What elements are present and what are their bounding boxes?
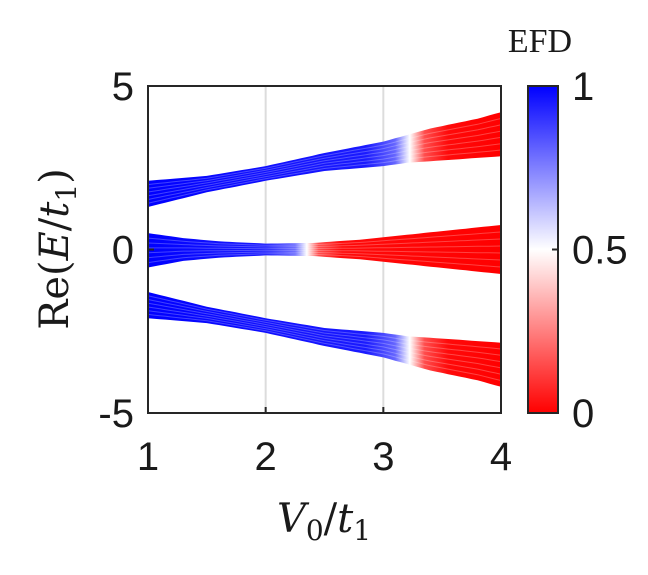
data-bands [148,112,501,387]
colorbar-tick-label-0: 1 [572,65,594,109]
band-lower-streak-4 [148,302,501,363]
x-tick-label-1: 2 [255,435,277,479]
colorbar-tick-labels: 10.50 [572,65,628,436]
x-tick-label-2: 3 [372,435,394,479]
colorbar-tick-label-1: 0.5 [572,229,628,273]
band-lower-streak-1 [148,313,501,381]
band-middle-streak-4 [148,245,501,250]
colorbar-title: EFD [508,23,572,60]
band-lower [148,292,501,387]
x-tick-label-3: 4 [490,435,512,479]
band-lower-streak-5 [148,299,501,356]
y-tick-label-1: 0 [112,229,134,273]
band-middle-streak-3 [148,249,501,254]
band-upper-streak-6 [148,118,501,186]
band-middle-streak-2 [148,251,501,261]
band-middle-streak-1 [148,253,501,268]
band-upper-streak-2 [148,143,501,200]
band-middle [148,225,501,274]
band-middle-streak-5 [148,238,501,248]
band-lower-streak-3 [148,306,501,369]
band-middle-streak-6 [148,231,501,246]
band-lower-streak-6 [148,295,501,350]
x-tick-label-0: 1 [137,435,159,479]
band-upper-streak-4 [148,130,501,193]
band-upper-streak-3 [148,136,501,197]
colorbar-ticks [552,85,558,414]
band-upper-streak-5 [148,124,501,189]
axis-ticks [147,85,502,414]
y-tick-label-0: 5 [112,65,134,109]
band-upper [148,112,501,207]
y-tick-label-2: -5 [98,392,134,436]
y-tick-labels: 5 0 -5 [98,65,134,436]
x-tick-labels: 1 2 3 4 [137,435,512,479]
colorbar-tick-label-2: 0 [572,392,594,436]
band-lower-streak-2 [148,310,501,375]
y-axis-label: Re(E/t1) [32,168,83,330]
x-axis-label: V0/t1 [277,496,371,547]
band-upper-streak-1 [148,149,501,204]
